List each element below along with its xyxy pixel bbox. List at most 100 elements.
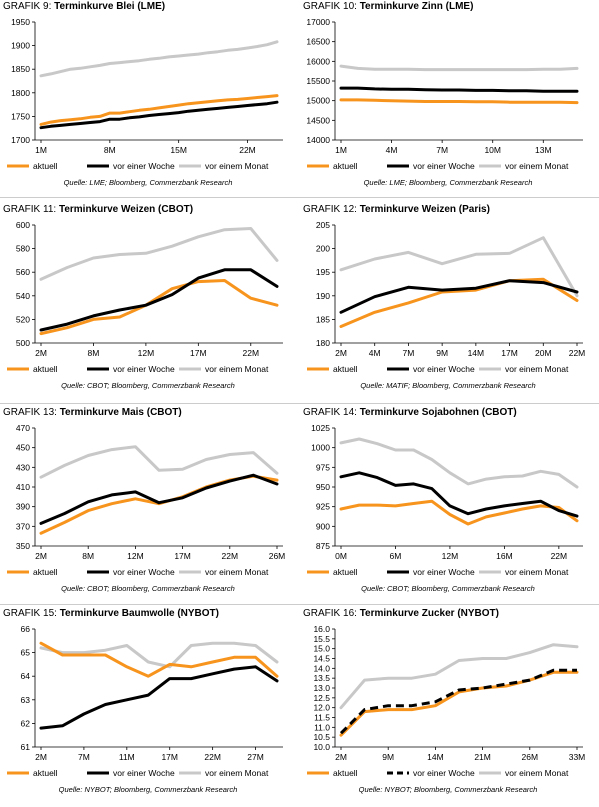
y-tick-label: 10.5 [313,732,330,742]
x-tick-label: 17M [501,348,518,358]
chart-title: GRAFIK 15: Terminkurve Baumwolle (NYBOT) [3,608,219,619]
y-tick-label: 15.5 [313,634,330,644]
y-tick-label: 410 [16,482,30,492]
chart-title-text: Terminkurve Sojabohnen (CBOT) [359,407,517,418]
chart-panel-11: GRAFIK 11: Terminkurve Weizen (CBOT) 500 5… [3,203,293,403]
chart-title: GRAFIK 14: Terminkurve Sojabohnen (CBOT) [303,407,517,418]
y-tick-label: 205 [316,220,330,230]
series-line-vor-einer-woche [339,471,579,518]
separator [0,197,599,198]
x-tick-label: 16M [496,551,513,561]
y-tick-label: 10.0 [313,742,330,752]
chart-panel-14: GRAFIK 14: Terminkurve Sojabohnen (CBOT)… [303,406,593,606]
series-line-aktuell [39,94,279,126]
separator [0,604,599,605]
x-tick-label: 0M [335,551,347,561]
chart-panel-15: GRAFIK 15: Terminkurve Baumwolle (NYBOT)… [3,607,293,807]
y-tick-label: 180 [316,338,330,348]
x-tick-label: 7M [78,752,90,762]
y-tick-label: 185 [316,314,330,324]
chart-title: GRAFIK 10: Terminkurve Zinn (LME) [303,1,473,12]
y-tick-label: 520 [16,314,30,324]
chart-svg: 875 900 925 950 975 1000 1025 0M 6M 12M 16M 22M aktu… [307,423,583,577]
y-tick-label: 15500 [306,76,330,86]
chart-svg: 14000 14500 15000 15500 16000 16500 17000 1M 4M 7… [306,17,583,171]
x-tick-label: 14M [468,348,485,358]
x-tick-label: 15M [170,145,187,155]
series-line-vor-einer-woche [339,86,579,93]
chart-svg: 1700 1750 1800 1850 1900 1950 1M 8M 15M 22M aktuel… [7,17,283,171]
chart-svg: 180 185 190 195 200 205 2M 4M 7M 9M 14M 17M 20M 22M ak… [307,220,586,374]
y-tick-label: 430 [16,462,30,472]
legend-label: aktuell [333,567,358,577]
x-tick-label: 7M [436,145,448,155]
legend-label: vor einem Monat [205,364,269,374]
x-tick-label: 26M [522,752,539,762]
chart-prefix: GRAFIK 15: [3,608,57,619]
chart-title-text: Terminkurve Zucker (NYBOT) [359,608,499,619]
x-tick-label: 9M [382,752,394,762]
legend-label: vor einem Monat [505,364,569,374]
chart-title: GRAFIK 13: Terminkurve Mais (CBOT) [3,407,182,418]
y-tick-label: 540 [16,291,30,301]
chart-panel-9: GRAFIK 9: Terminkurve Blei (LME) 1700 1750… [3,0,293,200]
legend-label: aktuell [333,364,358,374]
series-line-vor-einer-woche [39,100,279,130]
legend-label: vor einer Woche [413,161,475,171]
y-tick-label: 925 [316,502,330,512]
chart-panel-13: GRAFIK 13: Terminkurve Mais (CBOT) 350 370… [3,406,293,606]
y-tick-label: 14.0 [313,663,330,673]
x-tick-label: 12M [442,551,459,561]
x-tick-label: 1M [335,145,347,155]
chart-title: GRAFIK 9: Terminkurve Blei (LME) [3,1,165,12]
x-tick-label: 9M [436,348,448,358]
x-tick-label: 8M [104,145,116,155]
legend-label: vor einer Woche [113,161,175,171]
y-tick-label: 63 [21,695,31,705]
chart-svg: 10.010.511.011.512.012.513.013.514.014.5… [307,624,585,778]
x-tick-label: 22M [551,551,568,561]
legend-label: aktuell [33,768,58,778]
y-tick-label: 350 [16,541,30,551]
legend-label: vor einem Monat [505,161,569,171]
x-tick-label: 22M [204,752,221,762]
y-tick-label: 200 [316,244,330,254]
y-tick-label: 450 [16,443,30,453]
legend-label: aktuell [333,161,358,171]
y-tick-label: 16.0 [313,624,330,634]
chart-prefix: GRAFIK 9: [3,1,52,12]
y-tick-label: 11.0 [314,722,330,732]
legend-label: aktuell [33,161,58,171]
y-tick-label: 195 [316,267,330,277]
separator [0,403,599,404]
y-tick-label: 62 [21,718,31,728]
y-tick-label: 875 [316,541,330,551]
y-tick-label: 16500 [306,37,330,47]
legend-label: vor einem Monat [205,161,269,171]
x-tick-label: 4M [386,145,398,155]
x-tick-label: 17M [161,752,178,762]
legend-label: vor einem Monat [205,567,269,577]
series-line-vor-einer-woche [39,268,279,332]
x-tick-label: 2M [335,752,347,762]
x-tick-label: 2M [335,348,347,358]
x-tick-label: 22M [239,145,256,155]
x-tick-label: 7M [403,348,415,358]
chart-prefix: GRAFIK 16: [303,608,357,619]
chart-title: GRAFIK 12: Terminkurve Weizen (Paris) [303,204,490,215]
legend-label: aktuell [33,364,58,374]
series-line-aktuell [39,641,279,678]
y-tick-label: 61 [21,742,31,752]
y-tick-label: 1750 [11,111,30,121]
series-line-vor-einem-monat [339,437,579,489]
chart-source: Quelle: MATIF; Bloomberg, Commerzbank Re… [360,381,536,390]
y-tick-label: 190 [316,291,330,301]
series-line-vor-einer-woche [339,279,579,314]
chart-panel-10: GRAFIK 10: Terminkurve Zinn (LME) 14000 14… [303,0,593,200]
x-tick-label: 22M [569,348,586,358]
y-tick-label: 1850 [11,64,30,74]
y-tick-label: 390 [16,502,30,512]
series-line-vor-einem-monat [39,40,279,78]
y-tick-label: 12.5 [313,693,330,703]
y-tick-label: 11.5 [314,713,330,723]
